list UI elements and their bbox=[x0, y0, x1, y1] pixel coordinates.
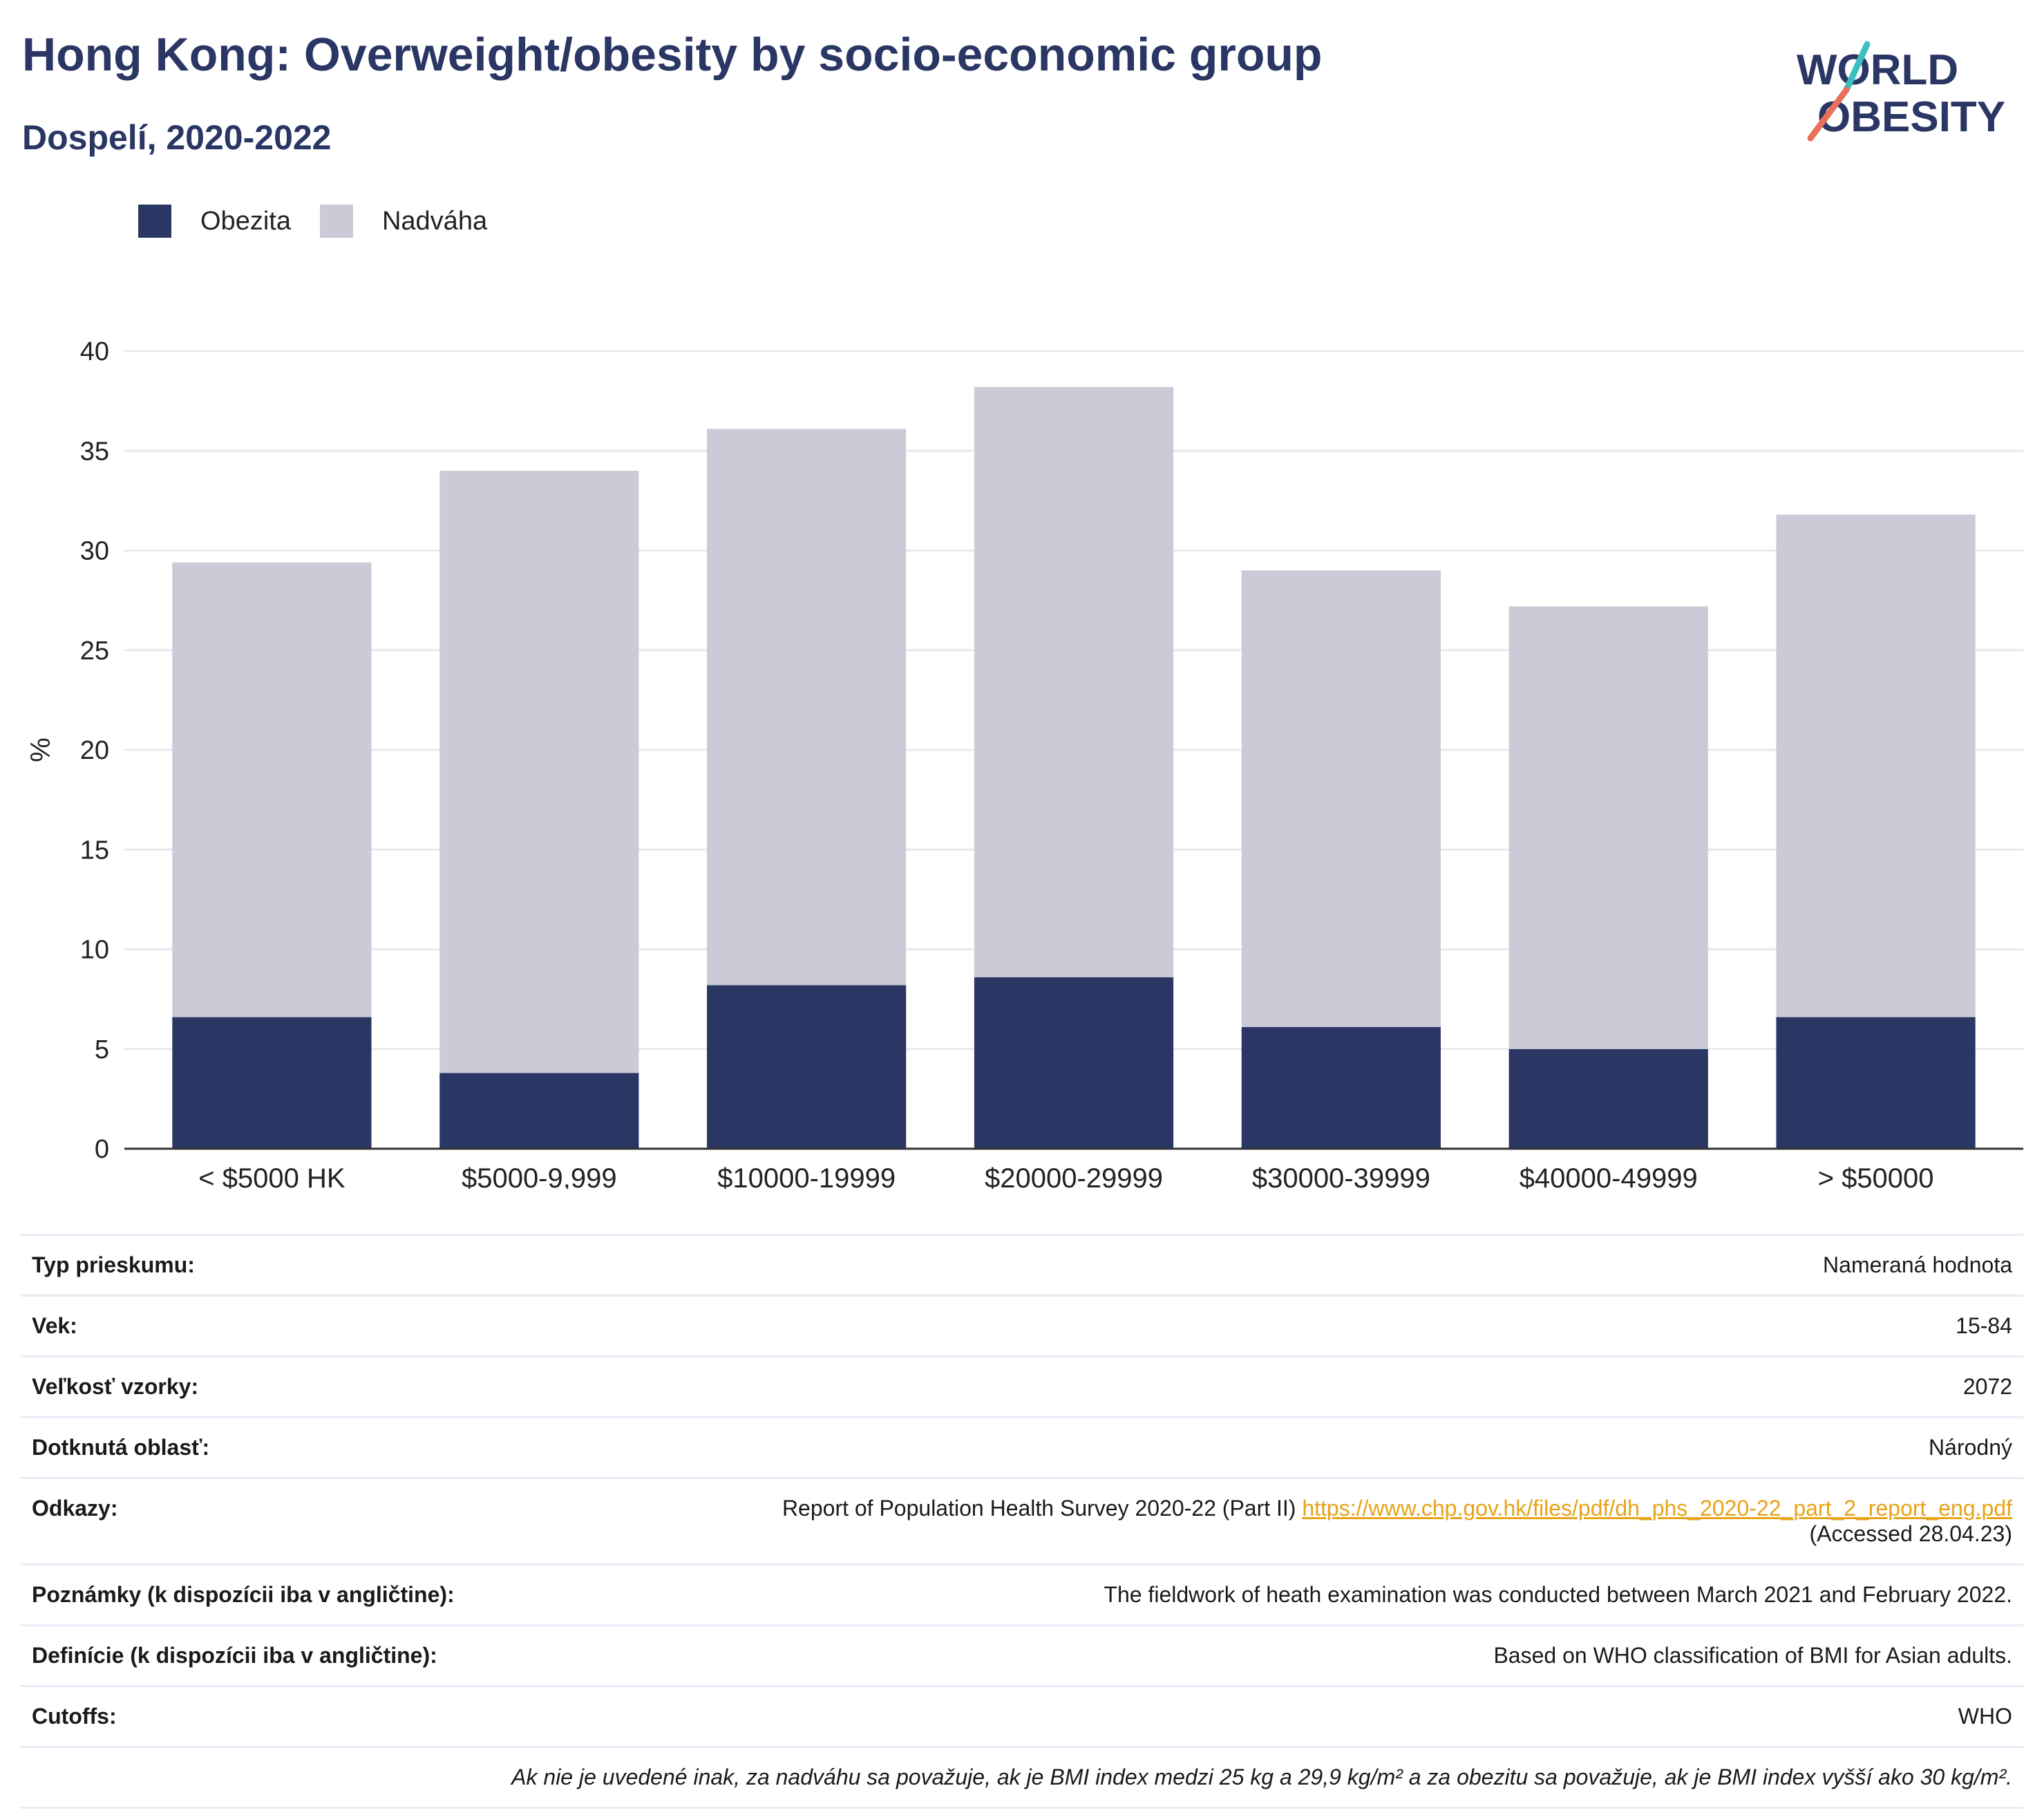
bar-chart: 0 5 10 15 20 25 30 35 40% < $5000 HK $5000-9,999 $1… bbox=[26, 337, 2023, 1189]
legend-swatch-overweight bbox=[319, 205, 353, 238]
meta-value: WHO bbox=[1958, 1704, 2012, 1729]
x-tick-label: $10000-19999 bbox=[717, 1163, 896, 1189]
reference-link[interactable]: https://www.chp.gov.hk/files/pdf/dh_phs_… bbox=[1302, 1496, 2012, 1521]
meta-row-age: Vek: 15-84 bbox=[21, 1295, 2023, 1355]
meta-key: Cutoffs: bbox=[32, 1704, 117, 1729]
y-tick-label: 5 bbox=[95, 1035, 109, 1064]
bar-nadváha-4 bbox=[1241, 570, 1441, 1028]
x-tick-label: $40000-49999 bbox=[1520, 1163, 1698, 1189]
meta-row-area: Dotknutá oblasť: Národný bbox=[21, 1416, 2023, 1477]
legend-item-obesity: Obezita bbox=[138, 205, 291, 238]
meta-value: Based on WHO classification of BMI for A… bbox=[1493, 1643, 2012, 1668]
logo-text-line1: WORLD bbox=[1797, 46, 1958, 94]
y-tick-label: 0 bbox=[95, 1135, 109, 1164]
meta-value: 2072 bbox=[1962, 1374, 2012, 1399]
y-axis-label: % bbox=[26, 737, 56, 762]
y-tick-label: 10 bbox=[80, 936, 109, 965]
legend-label-overweight: Nadváha bbox=[381, 206, 488, 236]
y-tick-label: 15 bbox=[80, 836, 109, 865]
bar-nadváha-6 bbox=[1776, 514, 1976, 1017]
bar-nadváha-1 bbox=[439, 471, 639, 1073]
y-tick-label: 35 bbox=[80, 437, 109, 466]
bar-nadváha-5 bbox=[1508, 606, 1708, 1049]
bar-nadváha-0 bbox=[172, 562, 372, 1017]
meta-row-references: Odkazy: Report of Population Health Surv… bbox=[21, 1477, 2023, 1563]
y-tick-label: 40 bbox=[80, 337, 109, 366]
metadata-table: Typ prieskumu: Nameraná hodnota Vek: 15-… bbox=[21, 1234, 2023, 1809]
meta-value: 15-84 bbox=[1956, 1313, 2012, 1338]
meta-value: The fieldwork of heath examination was c… bbox=[1104, 1582, 2012, 1607]
meta-row-footnote: Ak nie je uvedené inak, za nadváhu sa po… bbox=[21, 1746, 2023, 1809]
bar-obezita-0 bbox=[172, 1017, 372, 1149]
meta-key: Typ prieskumu: bbox=[32, 1252, 195, 1277]
meta-row-definitions: Definície (k dispozícii iba v angličtine… bbox=[21, 1624, 2023, 1685]
legend-label-obesity: Obezita bbox=[200, 206, 291, 236]
chart-title: Hong Kong: Overweight/obesity by socio-e… bbox=[22, 28, 1323, 81]
x-tick-label: > $50000 bbox=[1818, 1163, 1934, 1189]
y-tick-label: 30 bbox=[80, 537, 109, 566]
meta-row-cutoffs: Cutoffs: WHO bbox=[21, 1685, 2023, 1746]
bar-nadváha-3 bbox=[974, 386, 1174, 977]
reference-accessed: (Accessed 28.04.23) bbox=[1809, 1521, 2013, 1546]
footnote: Ak nie je uvedené inak, za nadváhu sa po… bbox=[511, 1765, 2012, 1789]
meta-key: Veľkosť vzorky: bbox=[32, 1374, 199, 1399]
meta-key: Odkazy: bbox=[32, 1496, 118, 1521]
meta-row-survey-type: Typ prieskumu: Nameraná hodnota bbox=[21, 1234, 2023, 1295]
bar-obezita-2 bbox=[707, 985, 907, 1149]
meta-row-sample-size: Veľkosť vzorky: 2072 bbox=[21, 1355, 2023, 1416]
bar-obezita-6 bbox=[1776, 1017, 1976, 1149]
meta-key: Vek: bbox=[32, 1313, 77, 1338]
world-obesity-logo: WORLD OBESITY bbox=[1797, 41, 2005, 142]
meta-key: Definície (k dispozícii iba v angličtine… bbox=[32, 1643, 437, 1668]
meta-value: Národný bbox=[1929, 1435, 2012, 1460]
bar-obezita-5 bbox=[1508, 1048, 1708, 1149]
y-tick-label: 25 bbox=[80, 637, 109, 666]
x-tick-label: $5000-9,999 bbox=[462, 1163, 617, 1189]
bar-obezita-3 bbox=[974, 977, 1174, 1149]
legend-swatch-obesity bbox=[138, 205, 171, 238]
meta-value: Report of Population Health Survey 2020-… bbox=[782, 1496, 2012, 1547]
x-tick-label: $30000-39999 bbox=[1252, 1163, 1430, 1189]
meta-key: Dotknutá oblasť: bbox=[32, 1435, 210, 1460]
y-tick-label: 20 bbox=[80, 736, 109, 765]
x-tick-label: $20000-29999 bbox=[985, 1163, 1163, 1189]
reference-text: Report of Population Health Survey 2020-… bbox=[782, 1496, 1296, 1521]
chart-legend: Obezita Nadváha bbox=[138, 205, 516, 238]
bar-obezita-4 bbox=[1241, 1027, 1441, 1149]
bar-nadváha-2 bbox=[707, 429, 907, 986]
logo-text-line2: OBESITY bbox=[1817, 93, 2005, 141]
meta-value: Nameraná hodnota bbox=[1823, 1252, 2012, 1277]
chart-subtitle: Dospelí, 2020-2022 bbox=[22, 118, 332, 157]
meta-row-notes: Poznámky (k dispozícii iba v angličtine)… bbox=[21, 1563, 2023, 1624]
x-tick-label: < $5000 HK bbox=[198, 1163, 346, 1189]
legend-item-overweight: Nadváha bbox=[319, 205, 488, 238]
meta-key: Poznámky (k dispozícii iba v angličtine)… bbox=[32, 1582, 455, 1607]
bar-obezita-1 bbox=[439, 1073, 639, 1149]
